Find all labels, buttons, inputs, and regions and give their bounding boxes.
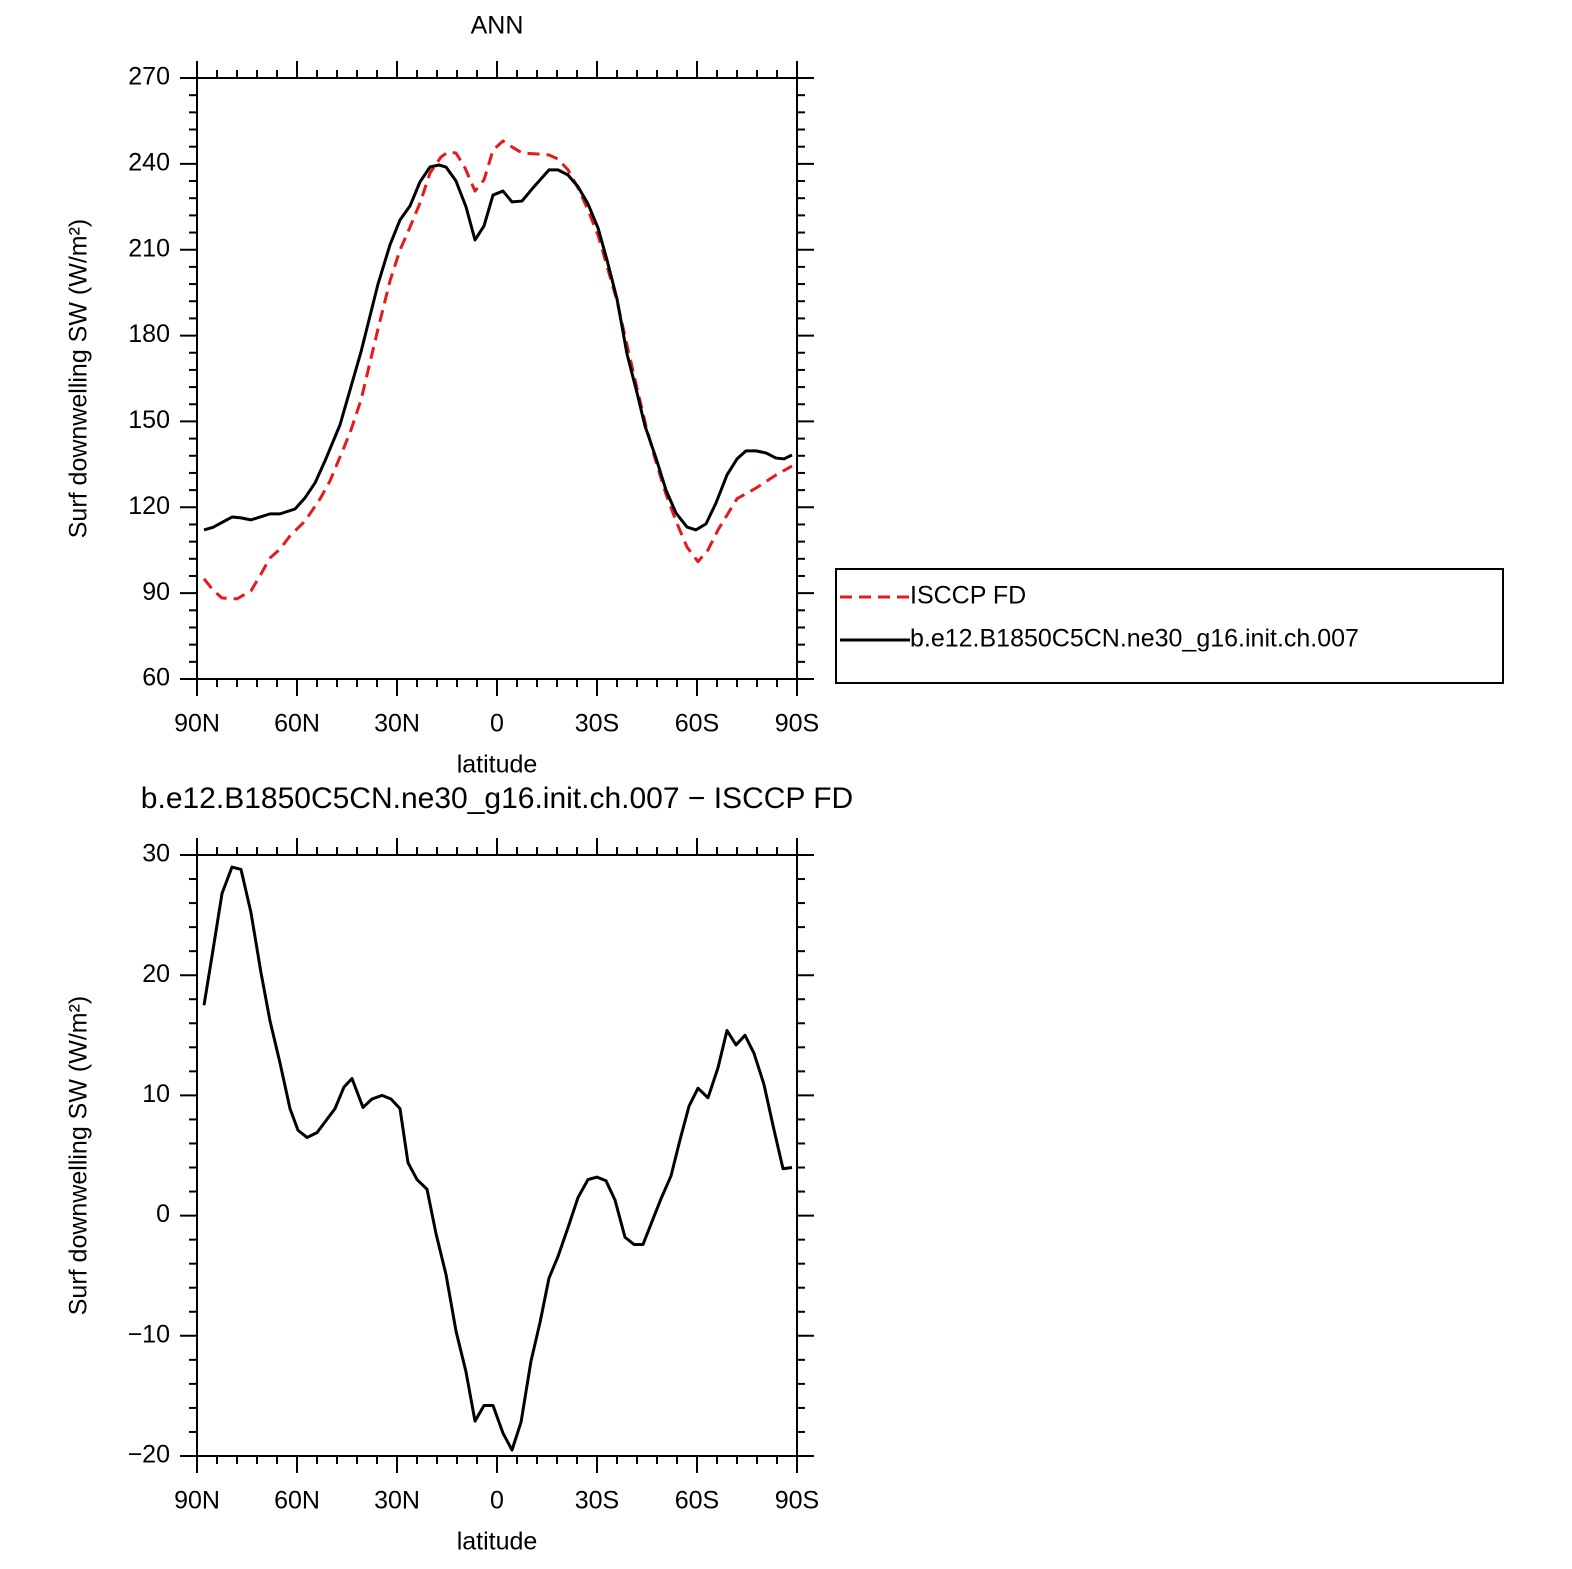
x-tick-label: 30N — [374, 710, 420, 738]
x-tick-label: 90S — [775, 710, 819, 738]
chart-title: ANN — [471, 12, 524, 40]
x-tick-label: 30S — [575, 710, 619, 738]
x-tick-label: 90N — [174, 710, 220, 738]
x-tick-label: 90N — [174, 1487, 220, 1515]
x-tick-label: 60S — [675, 710, 719, 738]
x-tick-label: 30S — [575, 1487, 619, 1515]
x-tick-label: 0 — [490, 1487, 504, 1515]
x-tick-label: 60N — [274, 710, 320, 738]
y-axis-label: Surf downwelling SW (W/m²) — [65, 219, 93, 539]
x-tick-label: 90S — [775, 1487, 819, 1515]
chart-title: b.e12.B1850C5CN.ne30_g16.init.ch.007 − I… — [141, 782, 853, 815]
y-tick-label: 270 — [128, 63, 170, 91]
x-axis-label: latitude — [457, 751, 538, 779]
y-tick-label: 0 — [156, 1200, 170, 1228]
x-axis-label: latitude — [457, 1528, 538, 1556]
data-line — [203, 163, 793, 532]
x-tick-label: 60S — [675, 1487, 719, 1515]
x-tick-label: 0 — [490, 710, 504, 738]
y-tick-label: −10 — [128, 1320, 170, 1348]
x-tick-label: 30N — [374, 1487, 420, 1515]
y-tick-label: 30 — [142, 840, 170, 868]
y-tick-label: 120 — [128, 492, 170, 520]
plot-frame — [196, 77, 798, 680]
data-line — [202, 139, 793, 601]
y-tick-label: 90 — [142, 578, 170, 606]
legend-label: ISCCP FD — [910, 582, 1026, 610]
x-tick-label: 60N — [274, 1487, 320, 1515]
y-tick-label: 10 — [142, 1080, 170, 1108]
y-tick-label: 150 — [128, 406, 170, 434]
y-tick-label: 180 — [128, 320, 170, 348]
legend-label: b.e12.B1850C5CN.ne30_g16.init.ch.007 — [910, 625, 1359, 653]
y-tick-label: 60 — [142, 664, 170, 692]
data-line — [202, 865, 793, 1452]
plot-frame — [196, 854, 798, 1457]
y-tick-label: 210 — [128, 234, 170, 262]
y-tick-label: 20 — [142, 960, 170, 988]
y-axis-label: Surf downwelling SW (W/m²) — [65, 996, 93, 1316]
y-tick-label: 240 — [128, 148, 170, 176]
y-tick-label: −20 — [128, 1441, 170, 1469]
legend-box — [835, 568, 1504, 684]
